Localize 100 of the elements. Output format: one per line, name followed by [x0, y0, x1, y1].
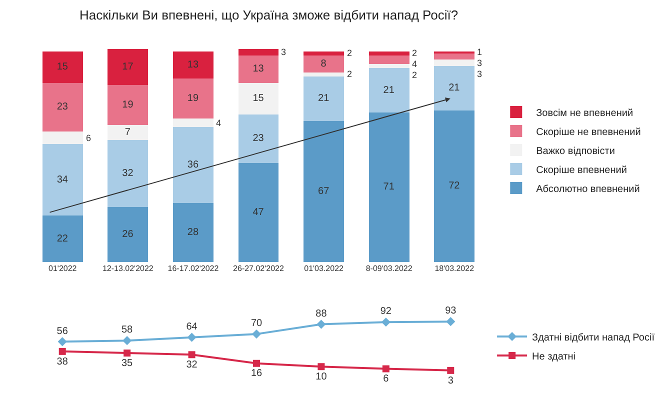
- bar: [108, 85, 148, 126]
- data-label: 36: [187, 160, 199, 171]
- data-label: 10: [316, 372, 328, 383]
- data-label: 3: [281, 47, 286, 57]
- bar: [434, 110, 475, 262]
- point: [316, 320, 326, 329]
- data-label: 26: [122, 229, 134, 240]
- bar: [42, 131, 83, 144]
- bar: [42, 82, 83, 132]
- data-label: 7: [124, 126, 131, 138]
- data-label: 47: [252, 206, 264, 218]
- data-label: 13: [187, 60, 199, 71]
- bar: [368, 112, 410, 262]
- point: [187, 332, 196, 342]
- data-label: 23: [252, 133, 264, 144]
- bar: [238, 82, 279, 115]
- point: [381, 318, 390, 327]
- bar: [304, 76, 344, 121]
- bar: [172, 78, 214, 119]
- data-label: 3: [448, 375, 454, 386]
- bar: [304, 51, 344, 56]
- data-label: 1: [477, 47, 482, 57]
- bar: [368, 51, 410, 56]
- data-label: 32: [186, 360, 198, 371]
- point: [188, 351, 196, 358]
- point: [252, 330, 262, 339]
- data-label: 19: [122, 100, 134, 111]
- data-label: 17: [122, 62, 134, 73]
- data-label: 6: [86, 133, 92, 143]
- bar: [368, 68, 410, 112]
- data-label: 4: [216, 118, 222, 128]
- bar: [238, 56, 279, 83]
- data-label: 32: [122, 168, 134, 180]
- data-label: 71: [383, 182, 395, 193]
- data-label: 15: [56, 62, 68, 73]
- x-tick-label: 18'03.2022: [434, 264, 475, 273]
- point: [58, 348, 66, 355]
- legend-label: Не здатні: [532, 351, 576, 362]
- x-tick-label: 16-17.02'2022: [168, 264, 220, 273]
- point: [124, 350, 131, 357]
- bar: [42, 51, 83, 83]
- bar: [434, 66, 475, 110]
- data-label: 38: [56, 356, 68, 368]
- point: [318, 363, 325, 370]
- data-label: 2: [347, 69, 352, 79]
- data-label: 93: [445, 306, 457, 317]
- legend-label: Здатні відбити напад Росії: [532, 332, 655, 344]
- bar: [42, 144, 83, 216]
- x-tick-label: 26-27.02'2022: [233, 264, 285, 273]
- data-label: 16: [250, 368, 262, 380]
- legend-label: Скоріше не впевнений: [536, 126, 641, 138]
- bar: [108, 125, 148, 140]
- legend-label: Скоріше впевнений: [536, 164, 627, 176]
- data-label: 21: [383, 84, 395, 96]
- data-label: 4: [412, 59, 418, 69]
- bar: [238, 114, 279, 163]
- point: [382, 365, 390, 372]
- bar: [108, 49, 148, 86]
- point: [447, 366, 454, 374]
- bar: [434, 53, 475, 60]
- bar: [238, 162, 279, 262]
- data-label: 70: [250, 318, 262, 330]
- bar: [172, 203, 214, 262]
- bar: [172, 51, 214, 79]
- bar: [304, 56, 344, 72]
- point: [446, 317, 456, 326]
- data-label: 19: [187, 93, 199, 104]
- data-label: 72: [448, 180, 460, 192]
- data-label: 13: [252, 64, 264, 75]
- data-label: 2: [412, 48, 418, 58]
- bar: [42, 216, 83, 262]
- bar: [172, 127, 214, 204]
- bar: [304, 120, 344, 262]
- point: [58, 337, 67, 346]
- data-label: 56: [56, 326, 68, 337]
- x-tick-label: 01'03.2022: [304, 264, 344, 273]
- data-label: 8: [320, 58, 327, 70]
- data-label: 35: [122, 358, 134, 369]
- bar: [108, 207, 148, 262]
- point: [253, 360, 260, 367]
- legend-label: Зовсім не впевнений: [536, 108, 634, 119]
- bar: [238, 49, 279, 56]
- chart-title: Наскільки Ви впевнені, що Україна зможе відбити напад Росії?: [79, 7, 458, 22]
- bar: [368, 64, 410, 68]
- data-label: 64: [186, 321, 198, 332]
- data-label: 3: [477, 58, 482, 68]
- data-label: 15: [252, 93, 264, 104]
- data-label: 3: [477, 69, 482, 79]
- data-label: 67: [318, 186, 330, 197]
- point: [122, 336, 132, 346]
- data-label: 2: [412, 70, 418, 80]
- data-label: 6: [383, 374, 390, 385]
- data-label: 34: [56, 174, 68, 186]
- legend-label: Важко відповісти: [536, 146, 615, 157]
- bar: [172, 118, 214, 128]
- bar: [434, 60, 475, 66]
- x-tick-label: 12-13.02'2022: [102, 264, 154, 273]
- data-label: 22: [56, 233, 68, 244]
- data-label: 92: [380, 306, 392, 318]
- bar: [108, 140, 148, 208]
